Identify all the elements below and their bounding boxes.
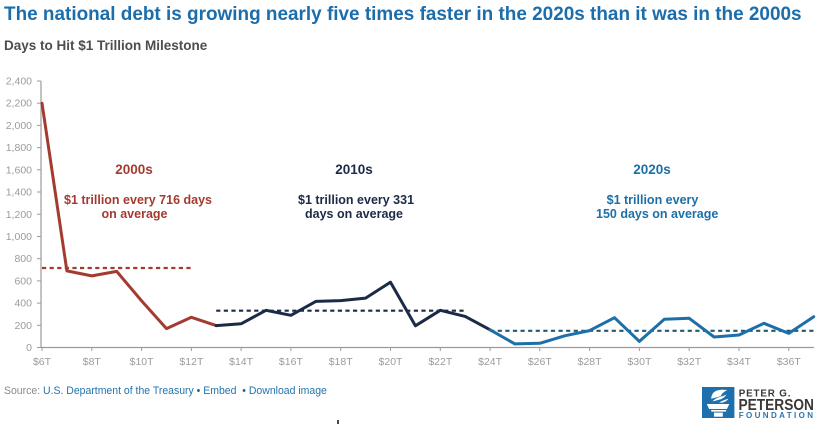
svg-text:1,000: 1,000	[6, 231, 32, 243]
svg-text:$26T: $26T	[528, 356, 553, 368]
svg-text:$18T: $18T	[329, 356, 354, 368]
svg-text:PETERSON: PETERSON	[739, 397, 814, 414]
svg-text:$10T: $10T	[130, 356, 155, 368]
svg-text:$22T: $22T	[428, 356, 453, 368]
svg-text:$32T: $32T	[677, 356, 702, 368]
svg-text:$20T: $20T	[379, 356, 404, 368]
svg-text:$14T: $14T	[229, 356, 254, 368]
svg-text:1,600: 1,600	[6, 164, 32, 176]
svg-text:2,200: 2,200	[6, 98, 32, 110]
svg-text:600: 600	[14, 275, 32, 287]
svg-text:$16T: $16T	[279, 356, 304, 368]
svg-text:$8T: $8T	[83, 356, 102, 368]
svg-text:0: 0	[26, 342, 32, 354]
svg-text:FOUNDATION: FOUNDATION	[739, 411, 814, 420]
svg-text:PETER G.: PETER G.	[739, 389, 791, 400]
svg-text:2,000: 2,000	[6, 120, 32, 132]
svg-text:$6T: $6T	[33, 356, 52, 368]
svg-text:$12T: $12T	[179, 356, 204, 368]
svg-text:1,200: 1,200	[6, 209, 32, 221]
svg-text:$36T: $36T	[777, 356, 802, 368]
svg-text:$24T: $24T	[478, 356, 503, 368]
svg-text:$28T: $28T	[578, 356, 603, 368]
svg-text:400: 400	[14, 298, 32, 310]
svg-text:1,400: 1,400	[6, 187, 32, 199]
svg-text:$34T: $34T	[727, 356, 752, 368]
svg-text:$30T: $30T	[627, 356, 652, 368]
svg-text:800: 800	[14, 253, 32, 265]
svg-text:2,400: 2,400	[6, 76, 32, 88]
svg-text:200: 200	[14, 320, 32, 332]
svg-text:1,800: 1,800	[6, 142, 32, 154]
